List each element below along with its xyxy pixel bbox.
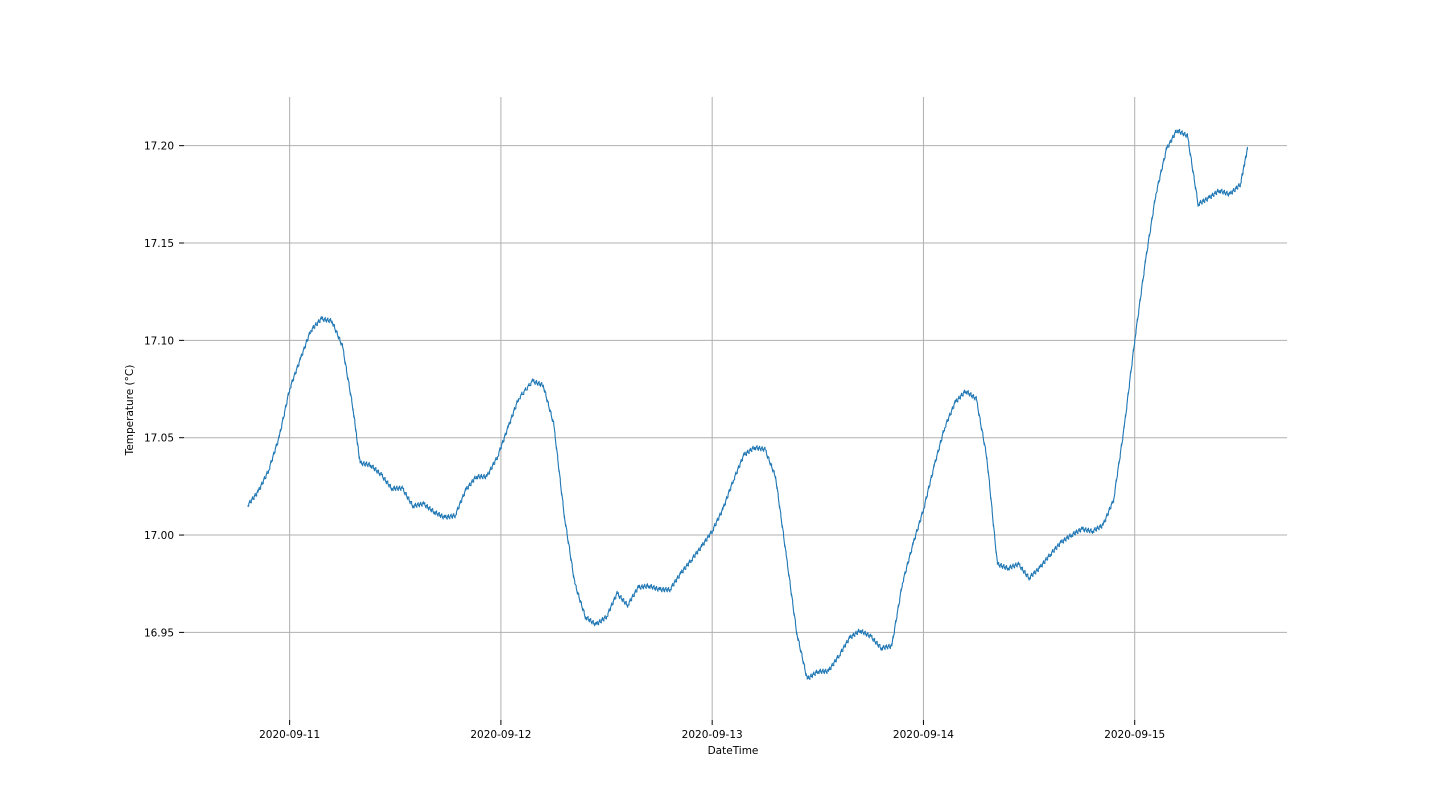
x-tick-label: 2020-09-13 <box>682 729 743 741</box>
x-tick-label: 2020-09-11 <box>259 729 320 741</box>
x-tick-label: 2020-09-12 <box>470 729 531 741</box>
y-tick-label: 17.20 <box>144 141 174 153</box>
y-tick-label: 17.05 <box>144 433 174 445</box>
temperature-series-line <box>247 128 1248 680</box>
x-tick-label: 2020-09-14 <box>893 729 954 741</box>
y-tick-label: 17.00 <box>144 530 174 542</box>
x-tick-label: 2020-09-15 <box>1104 729 1165 741</box>
y-tick-label: 16.95 <box>144 627 174 639</box>
series-group <box>247 128 1248 680</box>
x-axis-ticks: 2020-09-11 2020-09-12 2020-09-13 2020-09-14… <box>259 720 1165 741</box>
y-tick-label: 17.15 <box>144 238 174 250</box>
y-axis-ticks: 16.95 17.00 17.05 17.10 17.15 17.20 <box>144 141 184 639</box>
y-tick-label: 17.10 <box>144 335 174 347</box>
y-axis-label: Temperature (°C) <box>124 365 136 457</box>
grid <box>184 97 1287 720</box>
x-axis-label: DateTime <box>708 745 759 757</box>
